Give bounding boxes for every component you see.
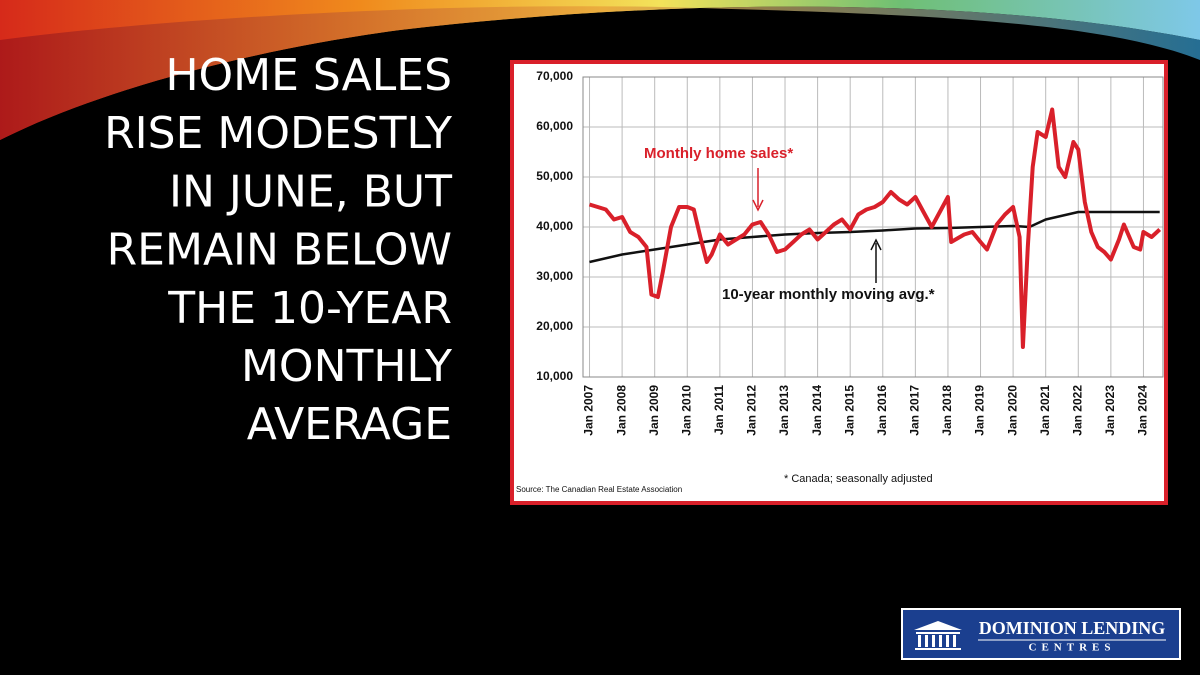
- x-tick-label: Jan 2014: [810, 385, 824, 436]
- title-line: RISE MODESTLY: [104, 108, 452, 159]
- arrow-head: [870, 238, 882, 251]
- chart-panel: [510, 60, 1168, 505]
- logo-text: CENTRES: [1029, 642, 1116, 654]
- arrow-head: [752, 199, 764, 212]
- x-tick-label: Jan 2013: [777, 385, 791, 436]
- y-tick-label: 70,000: [536, 69, 573, 83]
- x-tick-label: Jan 2016: [875, 385, 889, 436]
- x-tick-label: Jan 2017: [908, 385, 922, 436]
- x-tick-label: Jan 2011: [712, 385, 726, 435]
- x-tick-label: Jan 2020: [1005, 385, 1019, 436]
- note: * Canada; seasonally adjusted: [784, 473, 933, 485]
- y-tick-label: 10,000: [536, 369, 573, 383]
- title-line: AVERAGE: [247, 399, 452, 450]
- series-label: Monthly home sales*: [644, 145, 793, 162]
- y-tick-label: 20,000: [536, 319, 573, 333]
- title-line: HOME SALES: [165, 50, 452, 101]
- logo-icon: [914, 621, 962, 650]
- x-tick-label: Jan 2015: [842, 385, 856, 436]
- x-tick-label: Jan 2010: [679, 385, 693, 436]
- plot-frame: [582, 76, 1164, 378]
- title-line: THE 10-YEAR: [167, 283, 452, 334]
- series-line: [589, 210, 1160, 264]
- series-line: [588, 107, 1162, 349]
- chart: 10,000 20,000 30,000 40,000 50,000 60,000 70,0…: [536, 69, 1164, 436]
- x-tick-label: Jan 2018: [940, 385, 954, 436]
- source: Source: The Canadian Real Estate Associa…: [516, 485, 682, 494]
- x-tick-label: Jan 2012: [745, 385, 759, 436]
- series-label: 10-year monthly moving avg.*: [722, 286, 935, 303]
- swoosh: [0, 6, 1200, 140]
- x-tick-label: Jan 2019: [973, 385, 987, 436]
- y-tick-label: 50,000: [536, 169, 573, 183]
- y-tick-label: 60,000: [536, 119, 573, 133]
- title-line: IN JUNE, BUT: [169, 166, 452, 217]
- x-tick-label: Jan 2009: [647, 385, 661, 436]
- x-tick-label: Jan 2024: [1136, 385, 1150, 436]
- logo-text: DOMINION LENDING: [979, 618, 1166, 638]
- slide-title: HOME SALES RISE MODESTLY IN JUNE, BUT REMAI…: [104, 50, 452, 450]
- title-line: MONTHLY: [241, 341, 452, 392]
- x-tick-label: Jan 2023: [1103, 385, 1117, 436]
- x-tick-label: Jan 2021: [1038, 385, 1052, 436]
- y-tick-label: 30,000: [536, 269, 573, 283]
- x-tick-label: Jan 2022: [1070, 385, 1084, 436]
- y-tick-label: 40,000: [536, 219, 573, 233]
- title-line: REMAIN BELOW: [107, 225, 452, 276]
- x-tick-label: Jan 2007: [582, 385, 596, 436]
- x-tick-label: Jan 2008: [614, 385, 628, 436]
